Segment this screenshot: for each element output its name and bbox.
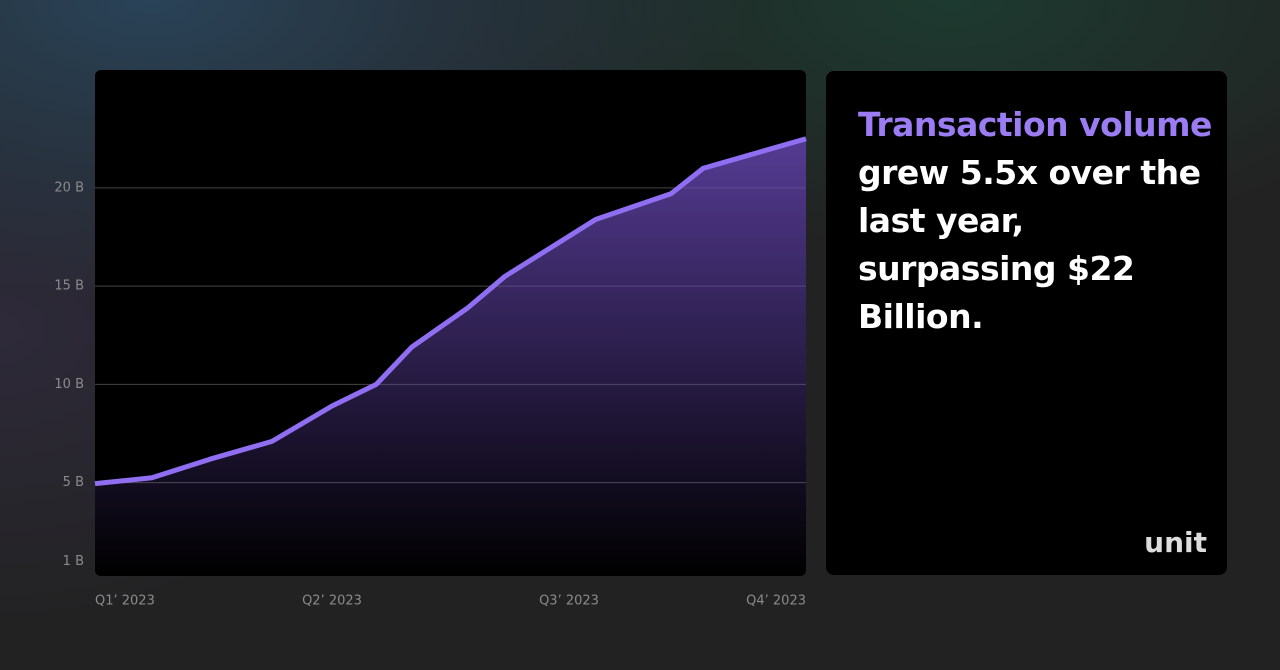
area-fill (95, 138, 806, 576)
x-tick-label: Q3’ 2023 (539, 594, 599, 609)
chart: 1 B 5 B 10 B 15 B 20 B Q1’ 2023 Q2’ 2023 Q3’ 20… (54, 70, 807, 609)
headline-text: grew 5.5x over the last year, surpassing… (858, 153, 1201, 336)
line (94, 136, 807, 487)
y-tick-label: 10 B (54, 377, 84, 392)
x-tick-label: Q1’ 2023 (95, 594, 155, 609)
x-tick-label: Q4’ 2023 (746, 594, 806, 609)
text-panel: Transaction volume grew 5.5x over the las… (826, 71, 1227, 575)
y-tick-label: 15 B (54, 279, 84, 294)
headline: Transaction volume grew 5.5x over the las… (858, 101, 1218, 341)
logo: unit (1144, 526, 1207, 559)
y-tick-label: 5 B (63, 475, 84, 490)
y-tick-label: 1 B (63, 554, 84, 569)
x-tick-label: Q2’ 2023 (302, 594, 362, 609)
headline-highlight: Transaction volume (858, 105, 1212, 144)
y-tick-label: 20 B (54, 180, 84, 195)
